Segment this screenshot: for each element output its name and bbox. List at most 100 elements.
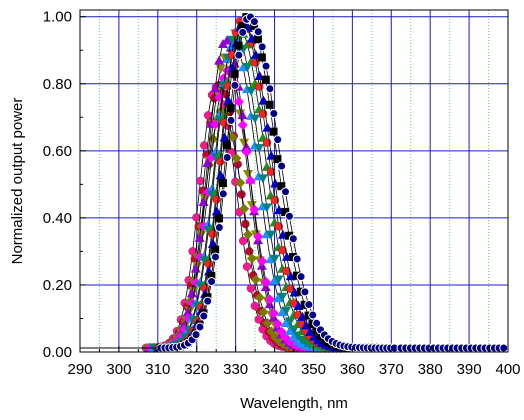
data-point <box>265 230 276 240</box>
x-tick-label: 320 <box>184 361 209 378</box>
data-point <box>257 256 268 267</box>
data-point <box>234 41 243 50</box>
data-point <box>241 219 250 229</box>
data-point <box>207 277 217 287</box>
data-point <box>239 138 250 148</box>
x-tick-label: 400 <box>495 361 520 378</box>
data-point <box>273 293 284 303</box>
x-tick-label: 380 <box>418 361 443 378</box>
data-point <box>207 271 216 280</box>
data-point <box>218 189 228 199</box>
data-point <box>499 343 509 353</box>
data-point <box>198 196 209 206</box>
data-point <box>215 170 226 180</box>
data-point <box>280 318 291 328</box>
data-point <box>265 100 274 109</box>
data-point <box>257 53 266 62</box>
data-point <box>214 222 224 232</box>
data-point <box>253 35 262 44</box>
data-point <box>246 86 257 96</box>
data-point <box>273 275 284 285</box>
data-point <box>261 75 270 84</box>
data-point <box>245 175 256 186</box>
series-line <box>80 83 508 349</box>
x-tick-label: 360 <box>340 361 365 378</box>
x-tick-label: 390 <box>457 361 482 378</box>
data-point <box>226 115 236 125</box>
data-point <box>186 288 197 298</box>
data-point <box>237 110 248 120</box>
data-point <box>261 203 272 213</box>
data-point <box>202 157 213 167</box>
axis-ticks: 290 300 310 320 330 340 350 360 370 380 390 400 0.00… <box>43 9 521 378</box>
data-point <box>237 119 248 130</box>
x-tick-label: 350 <box>301 361 326 378</box>
y-tick-label: 0.40 <box>43 210 72 227</box>
x-tick-label: 370 <box>379 361 404 378</box>
data-point <box>238 21 247 30</box>
data-point <box>282 266 291 276</box>
data-point <box>288 253 297 262</box>
data-point <box>284 326 295 336</box>
data-point <box>238 236 248 246</box>
data-point <box>258 306 269 317</box>
data-point <box>241 146 252 157</box>
data-point <box>230 69 239 78</box>
data-point <box>257 42 267 52</box>
data-point <box>242 63 253 73</box>
data-point <box>238 27 248 37</box>
data-point <box>222 152 232 162</box>
y-tick-label: 0.60 <box>43 143 72 160</box>
data-point <box>243 229 254 240</box>
data-point <box>273 155 282 164</box>
data-point <box>269 254 280 264</box>
y-tick-label: 0.20 <box>43 277 72 294</box>
data-point <box>212 195 221 204</box>
data-point <box>192 213 201 222</box>
data-point <box>308 310 318 320</box>
data-point <box>254 315 263 324</box>
data-point <box>269 275 280 285</box>
data-point <box>242 262 252 271</box>
data-point <box>199 311 209 321</box>
data-point <box>211 245 220 254</box>
data-point <box>191 330 201 340</box>
data-point <box>285 231 294 240</box>
y-axis-label: Normalized output power <box>9 98 26 265</box>
data-point <box>250 301 260 311</box>
data-point <box>292 254 302 264</box>
data-point <box>288 234 298 244</box>
data-point <box>210 83 221 93</box>
data-point <box>250 114 261 124</box>
data-point <box>239 203 250 214</box>
data-point <box>207 133 218 144</box>
data-point <box>196 230 207 240</box>
data-point <box>312 318 322 328</box>
data-point <box>265 294 276 305</box>
data-point <box>277 182 286 191</box>
x-axis-label: Wavelength, nm <box>240 395 348 412</box>
x-tick-label: 340 <box>262 361 287 378</box>
data-point <box>269 127 278 136</box>
y-tick-label: 1.00 <box>43 9 72 26</box>
data-point <box>230 80 240 90</box>
data-point <box>233 96 244 107</box>
data-point <box>203 296 213 306</box>
x-tick-label: 290 <box>67 361 92 378</box>
x-tick-label: 310 <box>145 361 170 378</box>
series-layer <box>80 12 509 353</box>
data-point <box>226 104 235 113</box>
data-point <box>274 222 283 231</box>
data-point <box>253 144 264 154</box>
data-point <box>257 174 268 184</box>
data-point <box>281 306 292 316</box>
data-point <box>208 229 217 239</box>
data-point <box>261 61 271 71</box>
data-point <box>234 50 244 60</box>
data-point <box>221 35 232 45</box>
data-point <box>219 132 230 142</box>
data-point <box>277 307 288 317</box>
data-point <box>246 201 257 211</box>
data-point <box>196 176 205 186</box>
data-point <box>304 300 314 310</box>
